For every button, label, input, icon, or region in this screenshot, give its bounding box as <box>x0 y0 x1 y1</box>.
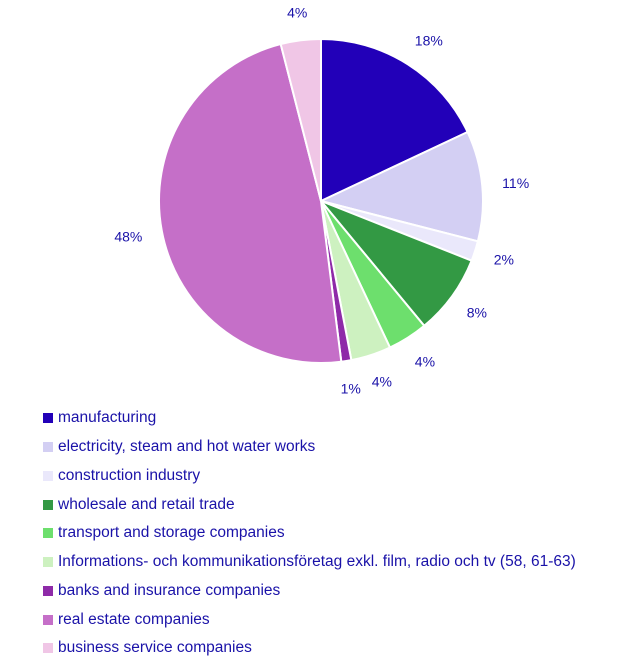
slice-label: 18% <box>415 33 443 49</box>
pie-slice <box>320 37 469 203</box>
legend-label: business service companies <box>58 639 252 657</box>
legend-swatch <box>43 470 53 481</box>
legend-swatch <box>43 413 53 424</box>
slice-label: 8% <box>467 305 487 321</box>
legend-item: business service companies <box>43 634 576 663</box>
legend-swatch <box>43 528 53 539</box>
legend-item: banks and insurance companies <box>43 577 576 606</box>
legend-item: Informations- och kommunikationsföretag … <box>43 548 576 577</box>
legend-label: electricity, steam and hot water works <box>58 438 316 456</box>
legend-item: wholesale and retail trade <box>43 490 576 519</box>
legend-label: real estate companies <box>58 610 210 628</box>
legend-label: wholesale and retail trade <box>58 495 235 513</box>
slice-label: 4% <box>415 353 435 369</box>
legend-label: transport and storage companies <box>58 524 285 542</box>
slice-label: 4% <box>287 4 307 20</box>
legend-item: construction industry <box>43 462 576 491</box>
legend-label: construction industry <box>58 466 201 484</box>
legend: manufacturing electricity, steam and hot … <box>43 404 576 663</box>
slice-label: 11% <box>502 175 529 191</box>
pie-slice <box>318 130 484 243</box>
legend-label: Informations- och kommunikationsföretag … <box>58 553 576 571</box>
slice-label: 4% <box>372 374 392 390</box>
slice-label: 2% <box>494 252 514 268</box>
legend-swatch <box>43 585 53 596</box>
legend-swatch <box>43 614 53 625</box>
legend-item: manufacturing <box>43 404 576 433</box>
legend-item: electricity, steam and hot water works <box>43 433 576 462</box>
pie-slice <box>279 37 322 202</box>
legend-swatch <box>43 643 53 654</box>
legend-swatch <box>43 442 53 453</box>
slice-label: 1% <box>341 381 361 397</box>
legend-label: banks and insurance companies <box>58 581 281 599</box>
legend-label: manufacturing <box>58 409 157 427</box>
pie-chart: 18% 11% 2% 8% 4% 4% 1% 48% 4% <box>114 4 529 397</box>
slice-label: 48% <box>114 229 142 245</box>
pie-slice <box>158 42 343 364</box>
legend-swatch <box>43 499 53 510</box>
legend-item: real estate companies <box>43 605 576 634</box>
legend-item: transport and storage companies <box>43 519 576 548</box>
legend-swatch <box>43 557 53 568</box>
